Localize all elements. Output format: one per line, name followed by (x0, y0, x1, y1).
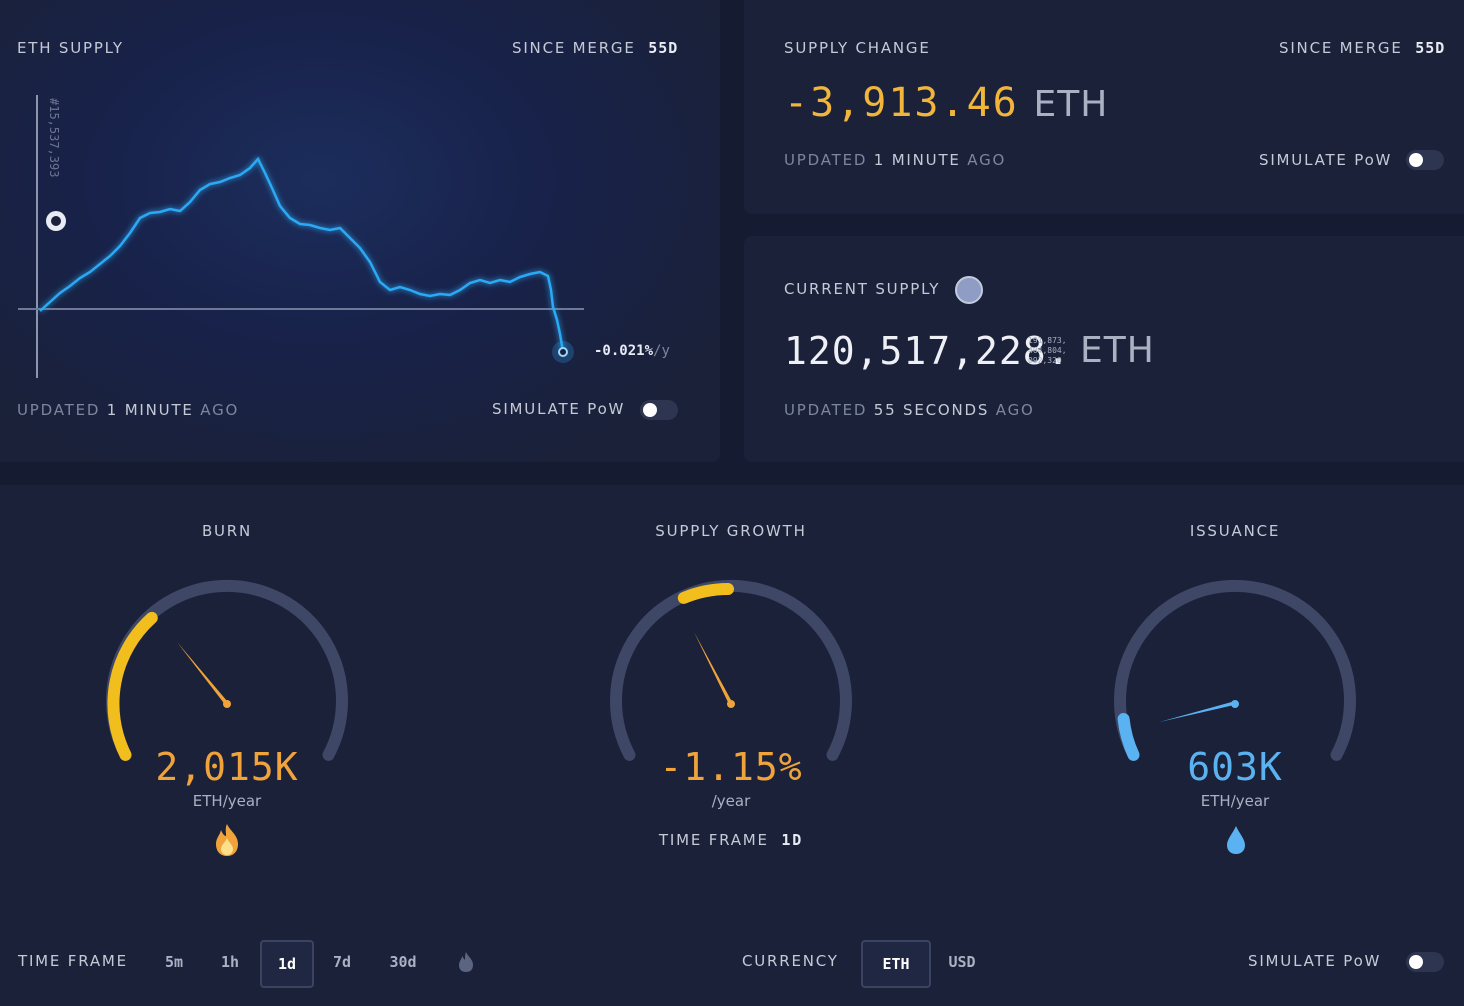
issuance-gauge (1114, 579, 1356, 761)
current-supply-value: 120,517,228. (784, 329, 1071, 373)
supply-growth-gauge-pivot (727, 700, 735, 708)
burn-unit: ETH/year (192, 792, 262, 810)
since-merge-label: SINCE MERGE (1279, 39, 1403, 57)
current-supply-amount: 120,517,228. (784, 329, 1071, 373)
issuance-unit: ETH/year (1200, 792, 1270, 810)
updated-value: 1 MINUTE (106, 401, 194, 419)
updated-value: 1 MINUTE (873, 151, 961, 169)
eth-supply-title: ETH SUPPLY (17, 39, 124, 57)
footer-timeframe-label: TIME FRAME (18, 952, 128, 970)
since-merge-value: 55d (648, 39, 679, 57)
supply-change-simulate-pow-toggle[interactable] (1406, 150, 1444, 170)
since-merge-value: 55d (1415, 39, 1446, 57)
timeframe-1h-button[interactable]: 1h (220, 953, 240, 971)
eth-supply-updated: UPDATED 1 MINUTE AGO (17, 401, 239, 419)
burn-gauge-fill (107, 611, 158, 761)
burn-gauge-pivot (223, 700, 231, 708)
timeframe-5m-button[interactable]: 5m (164, 953, 184, 971)
supply-change-simulate-label: SIMULATE PoW (1259, 151, 1393, 169)
updated-prefix: UPDATED (784, 401, 868, 419)
supply-growth-gauge-needle (694, 632, 733, 705)
timeframe-label: TIME FRAME (658, 831, 769, 849)
supply-change-title: SUPPLY CHANGE (784, 39, 931, 57)
supply-change-card (744, 0, 1464, 214)
eth-supply-simulate-label: SIMULATE PoW (492, 400, 626, 418)
updated-suffix: AGO (967, 151, 1007, 169)
since-burn-flame-icon[interactable] (454, 950, 478, 974)
burn-gauge-track (106, 579, 348, 761)
gauges-panel (0, 485, 1464, 1006)
supply-line (39, 156, 565, 353)
decimals-line: 404,804, (1028, 346, 1067, 355)
burn-gauge (106, 579, 348, 761)
current-supply-title: CURRENT SUPPLY (784, 280, 941, 298)
supply-change-amount: -3,913.46 ETH (784, 80, 1108, 126)
ultrasound-icon (955, 276, 983, 304)
issuance-title: ISSUANCE (1189, 522, 1281, 540)
supply-growth-gauge (610, 579, 852, 761)
footer-currency-label: CURRENCY (742, 952, 839, 970)
issuance-gauge-fill (1117, 713, 1140, 761)
supply-change-value: -3,913.46 (784, 80, 1019, 126)
merge-icon (46, 211, 66, 231)
supply-growth-gauge-track (610, 579, 852, 761)
decimals-line: 092,320 (1028, 356, 1062, 365)
burn-value: 2,015K (155, 745, 299, 789)
decimals-line: 191,873, (1028, 336, 1067, 345)
burn-gauge-needle (177, 642, 229, 706)
issuance-gauge-track (1114, 579, 1356, 761)
supply-growth-value: -1.15% (659, 745, 803, 789)
current-supply-card (744, 236, 1464, 462)
updated-prefix: UPDATED (17, 401, 101, 419)
eth-supply-card (0, 0, 720, 462)
currency-usd-button[interactable]: USD (948, 953, 976, 971)
supply-change-unit: ETH (1033, 84, 1109, 125)
footer-simulate-label: SIMULATE PoW (1248, 952, 1382, 970)
supply-growth-gauge-fill (677, 583, 734, 604)
supply-change-updated: UPDATED 1 MINUTE AGO (784, 151, 1006, 169)
merge-block-marker: #15,537,393 (47, 98, 61, 177)
current-point (558, 347, 568, 357)
issuance-gauge-needle (1158, 701, 1236, 723)
current-supply-unit: ETH (1080, 330, 1155, 371)
eth-supply-chart: #15,537,393 (18, 95, 584, 378)
flame-icon (216, 824, 238, 856)
footer-simulate-pow-toggle[interactable] (1406, 952, 1444, 972)
since-merge-label: SINCE MERGE (512, 39, 636, 57)
timeframe-1d-button[interactable]: 1d (260, 940, 314, 988)
updated-suffix: AGO (995, 401, 1035, 419)
supply-growth-timeframe: TIME FRAME 1d (581, 831, 881, 849)
supply-rate: -0.021%/y (594, 343, 670, 359)
timeframe-30d-button[interactable]: 30d (389, 953, 417, 971)
current-supply-decimals: 191,873, 404,804, 092,320 (1028, 336, 1067, 366)
burn-title: BURN (201, 522, 253, 540)
issuance-value: 603K (1187, 745, 1283, 789)
supply-change-since-merge: SINCE MERGE 55d (1279, 39, 1445, 57)
eth-supply-simulate-pow-toggle[interactable] (640, 400, 678, 420)
droplet-icon (1227, 826, 1245, 854)
current-supply-updated: UPDATED 55 SECONDS AGO (784, 401, 1035, 419)
timeframe-7d-button[interactable]: 7d (332, 953, 352, 971)
supply-rate-unit: /y (653, 343, 670, 359)
updated-prefix: UPDATED (784, 151, 868, 169)
issuance-gauge-pivot (1231, 700, 1239, 708)
supply-growth-title: SUPPLY GROWTH (655, 522, 807, 540)
supply-rate-value: -0.021% (594, 343, 654, 359)
currency-eth-button[interactable]: ETH (861, 940, 931, 988)
timeframe-value: 1d (781, 831, 804, 849)
updated-value: 55 SECONDS (873, 401, 990, 419)
eth-supply-since-merge: SINCE MERGE 55d (512, 39, 678, 57)
updated-suffix: AGO (200, 401, 240, 419)
supply-growth-unit: /year (711, 792, 751, 810)
